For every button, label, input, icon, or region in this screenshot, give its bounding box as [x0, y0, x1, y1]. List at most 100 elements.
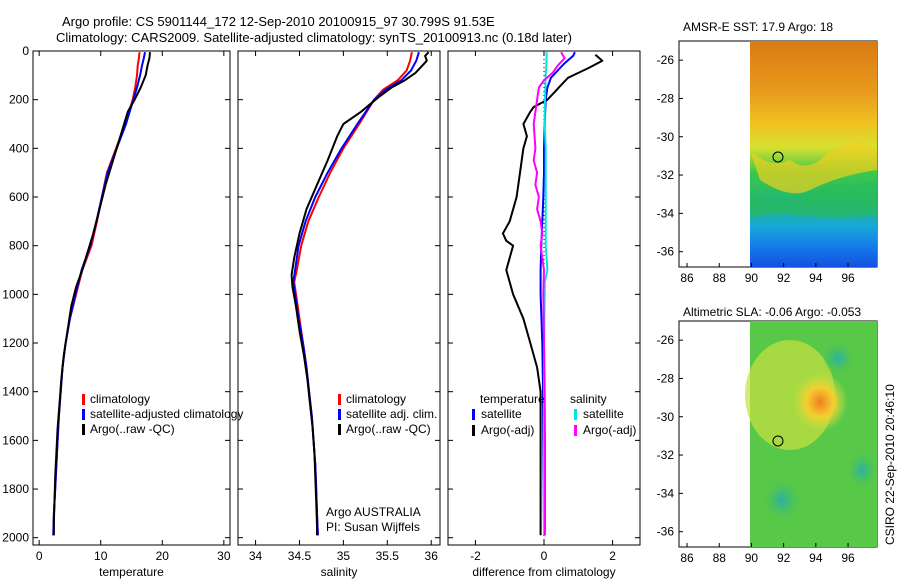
- agency-label: Argo AUSTRALIA: [326, 505, 421, 519]
- map-xtick-label: 94: [809, 271, 823, 285]
- temperature-xtick-label: 30: [217, 549, 231, 563]
- legend-swatch: [82, 394, 85, 405]
- depth-tick-label: 400: [9, 141, 29, 155]
- legend-swatch: [82, 424, 85, 435]
- depth-tick-label: 1600: [2, 433, 29, 447]
- map-xtick-label: 92: [777, 551, 791, 565]
- temperature-series-line: [52, 52, 146, 536]
- map-ytick-label: -36: [657, 525, 675, 539]
- legend-swatch: [574, 409, 577, 420]
- depth-tick-label: 1400: [2, 385, 29, 399]
- depth-tick-label: 1200: [2, 336, 29, 350]
- legend-swatch: [338, 409, 341, 420]
- map-xtick-label: 94: [809, 551, 823, 565]
- sst-argo-marker: [772, 151, 784, 163]
- map-xtick-label: 92: [777, 271, 791, 285]
- temperature-xlabel: temperature: [99, 565, 164, 579]
- map-ytick-label: -34: [657, 486, 675, 500]
- salinity-xlabel: salinity: [321, 565, 358, 579]
- legend-entry: satellite: [583, 407, 624, 421]
- map-ytick-label: -32: [657, 168, 675, 182]
- sst-map-panel: AMSR-E SST: 17.9 Argo: 18 86 88 90 92 94 96 -2…: [657, 20, 878, 285]
- difference-panel: -2 0 2 difference from climatology temperatu…: [447, 50, 641, 579]
- map-xtick-label: 96: [841, 551, 855, 565]
- temperature-series-line: [52, 52, 151, 536]
- salinity-xtick-label: 36: [425, 549, 439, 563]
- salinity-xtick-label: 34.5: [288, 549, 312, 563]
- map-xtick-label: 90: [745, 551, 759, 565]
- legend-entry: Argo(..raw -QC): [346, 422, 431, 436]
- legend-entry: Argo(-adj): [481, 423, 534, 437]
- legend-swatch: [82, 409, 85, 420]
- map-xtick-label: 90: [745, 271, 759, 285]
- figure-title-line1: Argo profile: CS 5901144_172 12-Sep-2010…: [62, 14, 495, 29]
- figure-title-line2: Climatology: CARS2009. Satellite-adjuste…: [56, 30, 572, 45]
- map-ytick-label: -28: [657, 91, 675, 105]
- sla-argo-marker: [772, 435, 784, 447]
- legend-swatch: [574, 425, 577, 436]
- legend-entry: satellite-adjusted climatology: [90, 407, 243, 421]
- map-ytick-label: -32: [657, 448, 675, 462]
- depth-tick-label: 1000: [2, 287, 29, 301]
- legend-entry: climatology: [346, 392, 406, 406]
- salinity-series-line: [292, 51, 420, 536]
- temperature-panel: 0 10 20 30 0 200 400 600 800 1000 1200 1400 1600 1800…: [2, 44, 243, 579]
- depth-tick-label: 2000: [2, 531, 29, 545]
- salinity-panel: 34 34.5 35 35.5 36 salinity climatologysatelli…: [237, 50, 441, 579]
- legend-swatch: [338, 424, 341, 435]
- difference-series-line: [539, 51, 576, 536]
- legend-entry: climatology: [90, 392, 150, 406]
- legend-title-temperature: temperature: [480, 392, 545, 406]
- salinity-axes-frame: [237, 50, 441, 546]
- map-ytick-label: -36: [657, 245, 675, 259]
- sla-high-anomaly: [792, 372, 848, 432]
- legend-swatch: [472, 425, 475, 436]
- map-ytick-label: -26: [657, 333, 675, 347]
- temperature-axes-frame: [32, 50, 231, 546]
- salinity-xtick-label: 34: [249, 549, 263, 563]
- difference-series-line: [501, 53, 604, 536]
- legend-swatch: [472, 409, 475, 420]
- sla-low-anomaly-1: [822, 342, 854, 374]
- sst-map-title: AMSR-E SST: 17.9 Argo: 18: [683, 20, 833, 34]
- temperature-xtick-label: 20: [156, 549, 170, 563]
- map-xtick-label: 88: [713, 551, 727, 565]
- map-xtick-label: 86: [680, 551, 694, 565]
- difference-xtick-label: 2: [609, 549, 616, 563]
- salinity-series-line: [290, 51, 430, 536]
- salinity-xtick-label: 35.5: [376, 549, 400, 563]
- legend-swatch: [338, 394, 341, 405]
- legend-entry: Argo(-adj): [583, 423, 636, 437]
- map-ytick-label: -28: [657, 371, 675, 385]
- sla-map-panel: Altimetric SLA: -0.06 Argo: -0.053 86 88 9…: [657, 305, 878, 565]
- map-ytick-label: -26: [657, 53, 675, 67]
- map-ytick-label: -30: [657, 410, 675, 424]
- depth-tick-label: 600: [9, 190, 29, 204]
- map-ytick-label: -34: [657, 206, 675, 220]
- legend-entry: Argo(..raw -QC): [90, 422, 175, 436]
- salinity-series-line: [293, 51, 413, 536]
- legend-entry: satellite: [481, 407, 522, 421]
- sst-green-band: [750, 180, 877, 218]
- depth-tick-label: 1800: [2, 482, 29, 496]
- difference-xlabel: difference from climatology: [472, 565, 615, 579]
- map-xtick-label: 88: [713, 271, 727, 285]
- depth-tick-label: 800: [9, 239, 29, 253]
- legend-title-salinity: salinity: [570, 392, 607, 406]
- sla-low-anomaly-2: [764, 480, 800, 520]
- map-xtick-label: 86: [680, 271, 694, 285]
- sla-low-anomaly-3: [848, 452, 876, 488]
- difference-series-line: [532, 51, 566, 536]
- map-ytick-label: -30: [657, 130, 675, 144]
- difference-xtick-label: -2: [470, 549, 481, 563]
- sla-map-title: Altimetric SLA: -0.06 Argo: -0.053: [683, 305, 861, 319]
- pi-label: PI: Susan Wijffels: [326, 520, 420, 534]
- depth-tick-label: 200: [9, 93, 29, 107]
- depth-tick-label: 0: [22, 44, 29, 58]
- map-xtick-label: 96: [841, 271, 855, 285]
- difference-xtick-label: 0: [541, 549, 548, 563]
- sst-warm-lobe: [750, 140, 877, 194]
- temperature-xtick-label: 10: [94, 549, 108, 563]
- timestamp-label: CSIRO 22-Sep-2010 20:46:10: [883, 384, 897, 545]
